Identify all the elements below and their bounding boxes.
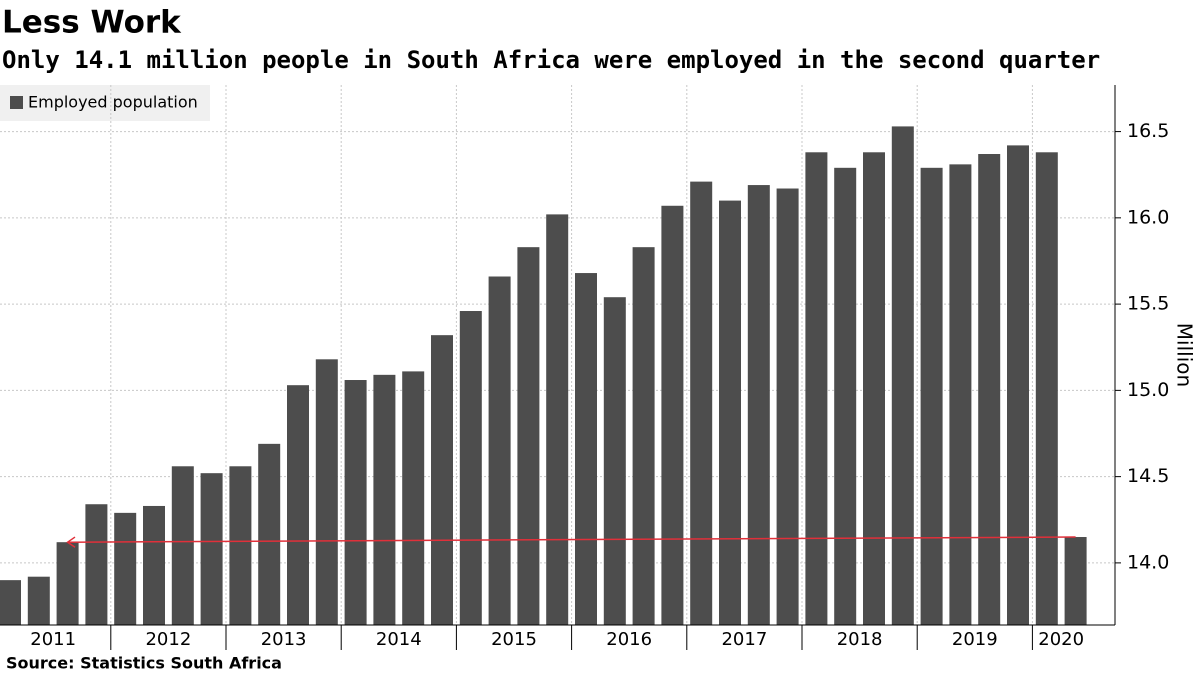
bar <box>920 167 943 625</box>
bar <box>0 580 21 625</box>
bar <box>459 311 482 625</box>
bar <box>747 185 770 625</box>
bar <box>1064 537 1087 625</box>
bar <box>661 205 684 625</box>
bar <box>229 466 252 625</box>
bar <box>891 126 914 625</box>
x-tick-label: 2013 <box>261 629 307 650</box>
bar <box>258 443 281 625</box>
bar <box>402 371 425 625</box>
annotation-arrow <box>67 536 1076 543</box>
bar <box>143 505 165 625</box>
x-tick-label: 2015 <box>491 629 537 650</box>
bar <box>978 154 1001 625</box>
bar <box>1035 152 1058 625</box>
y-tick-label: 16.5 <box>1127 120 1169 142</box>
y-tick-label: 14.0 <box>1127 551 1169 573</box>
x-tick-label: 2017 <box>721 629 767 650</box>
bar <box>200 473 223 625</box>
bar <box>171 466 194 625</box>
bar <box>373 374 396 625</box>
x-tick-label: 2012 <box>145 629 191 650</box>
bar <box>776 188 799 625</box>
bar <box>315 359 338 625</box>
bar <box>575 273 597 625</box>
y-tick-label: 16.0 <box>1127 206 1169 228</box>
bar <box>1007 145 1029 625</box>
bar <box>834 167 857 625</box>
bar <box>27 576 50 625</box>
annotation-arrowhead <box>66 536 76 548</box>
bar <box>690 181 713 626</box>
bar <box>719 200 741 625</box>
bar <box>949 164 972 625</box>
bar <box>114 512 137 625</box>
y-tick-label: 14.5 <box>1127 465 1169 487</box>
bar <box>488 276 511 625</box>
bar <box>546 214 569 625</box>
bar <box>863 152 885 625</box>
bar <box>603 297 626 625</box>
x-tick-label: 2019 <box>952 629 998 650</box>
y-tick-label: 15.5 <box>1127 293 1169 315</box>
chart-subtitle: Only 14.1 million people in South Africa… <box>2 46 1100 74</box>
legend-label: Employed population <box>28 93 198 112</box>
y-axis-label: Million <box>1173 323 1197 387</box>
x-tick-label: 2020 <box>1038 629 1084 650</box>
bar <box>85 504 108 625</box>
chart-title: Less Work <box>2 5 182 41</box>
bar <box>632 247 655 625</box>
bar <box>344 380 367 625</box>
legend-box <box>0 85 210 121</box>
y-tick-label: 15.0 <box>1127 379 1169 401</box>
bar <box>431 335 453 625</box>
bar <box>56 542 79 625</box>
x-tick-label: 2018 <box>837 629 883 650</box>
bar <box>517 247 540 625</box>
x-tick-label: 2016 <box>606 629 652 650</box>
x-tick-label: 2011 <box>30 629 76 650</box>
source: Source: Statistics South Africa <box>6 654 282 673</box>
x-tick-label: 2014 <box>376 629 422 650</box>
bar <box>287 385 309 625</box>
bar <box>805 152 828 625</box>
legend-swatch <box>10 96 23 109</box>
